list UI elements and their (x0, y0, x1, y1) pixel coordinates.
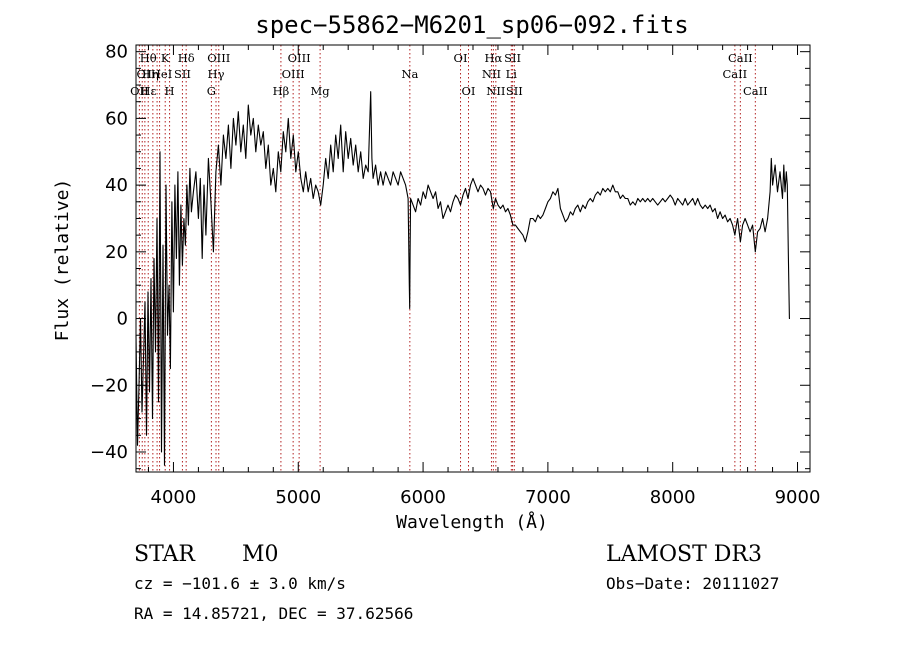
chart-title: spec−55862−M6201_sp06−092.fits (255, 11, 688, 39)
spectral-line-markers (138, 45, 756, 472)
line-marker-label: Mg (311, 84, 331, 98)
spectral-line-labels: OII Hθ K H SII Hδ G Hγ OIII Hβ OIII OIII Mg Na OI OI NII… (130, 51, 768, 98)
line-marker-label: CaII (722, 67, 747, 81)
survey-name: LAMOST DR3 (606, 542, 762, 567)
line-marker-label: NII (486, 84, 505, 98)
y-axis-ticks: −40 −20 0 20 40 60 80 (90, 42, 810, 470)
line-marker-label: SII (506, 84, 523, 98)
x-tick-label: 5000 (275, 487, 321, 508)
x-tick-label: 9000 (775, 487, 821, 508)
line-marker-label: Hδ (178, 51, 195, 65)
coordinates-text: RA = 14.85721, DEC = 37.62566 (134, 604, 413, 623)
flux-line (135, 91, 790, 466)
line-marker-label: Hα (484, 51, 502, 65)
y-axis-label: Flux (relative) (52, 179, 73, 342)
line-marker-label: CaII (728, 51, 753, 65)
line-marker-label: Hε (140, 84, 156, 98)
line-marker-label: SII (174, 67, 191, 81)
y-tick-label: 0 (117, 309, 128, 330)
line-marker-label: Li (506, 67, 518, 81)
line-marker-label: Hγ (208, 67, 225, 81)
object-class: STAR (134, 542, 196, 567)
y-tick-label: 60 (105, 108, 128, 129)
flux-series (135, 91, 790, 466)
line-marker-label: SII (504, 51, 521, 65)
y-tick-label: 80 (105, 42, 128, 63)
y-tick-label: −20 (90, 375, 128, 396)
line-marker-label: Hθ (140, 51, 157, 65)
line-marker-label: Hβ (273, 84, 290, 98)
line-marker-label: OII (130, 84, 149, 98)
y-tick-label: 20 (105, 242, 128, 263)
x-tick-label: 4000 (151, 487, 197, 508)
line-marker-label: OIII (207, 51, 230, 65)
line-marker-label: K (161, 51, 170, 65)
line-marker-label: OIII (282, 67, 305, 81)
line-marker-label: HeI (151, 67, 172, 81)
obs-date-text: Obs−Date: 20111027 (606, 574, 779, 593)
y-tick-label: 40 (105, 175, 128, 196)
line-marker-label: OI (462, 84, 476, 98)
y-tick-label: −40 (90, 442, 128, 463)
line-marker-label: NII (482, 67, 501, 81)
line-marker-label: OI (136, 67, 150, 81)
x-tick-label: 8000 (650, 487, 696, 508)
x-tick-label: 7000 (525, 487, 571, 508)
object-subclass: M0 (242, 542, 279, 567)
line-marker-label: H (165, 84, 175, 98)
x-tick-label: 6000 (400, 487, 446, 508)
line-marker-label: Hη (142, 67, 159, 81)
line-marker-label: OI (454, 51, 468, 65)
x-axis-label: Wavelength (Å) (396, 511, 548, 533)
line-marker-label: CaII (743, 84, 768, 98)
line-marker-label: OIII (288, 51, 311, 65)
plot-frame (135, 44, 811, 473)
redshift-text: cz = −101.6 ± 3.0 km/s (134, 574, 346, 593)
line-marker-label: G (207, 84, 216, 98)
x-axis-ticks: 4000 5000 6000 7000 8000 9000 (147, 45, 821, 508)
line-marker-label: Na (401, 67, 418, 81)
